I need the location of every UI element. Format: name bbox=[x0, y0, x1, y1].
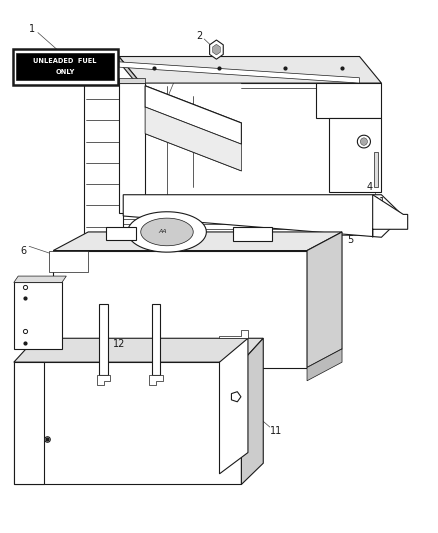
Text: 2: 2 bbox=[35, 453, 41, 463]
Polygon shape bbox=[232, 227, 272, 241]
Text: 11: 11 bbox=[374, 197, 386, 207]
Polygon shape bbox=[219, 338, 247, 474]
Polygon shape bbox=[14, 338, 263, 362]
Text: AA: AA bbox=[158, 229, 166, 235]
Text: 10: 10 bbox=[377, 215, 389, 225]
Polygon shape bbox=[306, 349, 341, 381]
Polygon shape bbox=[145, 86, 241, 144]
Polygon shape bbox=[53, 232, 341, 251]
Polygon shape bbox=[84, 78, 119, 83]
Text: 12: 12 bbox=[113, 339, 125, 349]
Polygon shape bbox=[372, 195, 407, 237]
Polygon shape bbox=[14, 362, 241, 484]
Polygon shape bbox=[99, 304, 108, 375]
Polygon shape bbox=[149, 375, 162, 384]
Text: 1: 1 bbox=[29, 25, 35, 35]
Polygon shape bbox=[209, 40, 223, 59]
Polygon shape bbox=[119, 78, 145, 83]
Polygon shape bbox=[106, 227, 136, 240]
Polygon shape bbox=[357, 135, 370, 148]
Text: 2: 2 bbox=[196, 31, 202, 42]
Polygon shape bbox=[360, 138, 367, 146]
Polygon shape bbox=[328, 118, 381, 192]
Text: 5: 5 bbox=[32, 410, 38, 421]
Polygon shape bbox=[119, 56, 141, 88]
Text: 3: 3 bbox=[149, 120, 155, 131]
Polygon shape bbox=[231, 392, 240, 402]
Polygon shape bbox=[141, 218, 193, 246]
Polygon shape bbox=[151, 304, 160, 375]
Polygon shape bbox=[123, 195, 403, 237]
FancyBboxPatch shape bbox=[12, 49, 118, 85]
Polygon shape bbox=[49, 251, 88, 272]
Polygon shape bbox=[14, 276, 66, 282]
Text: 8: 8 bbox=[77, 252, 83, 261]
Polygon shape bbox=[53, 251, 306, 368]
Polygon shape bbox=[212, 44, 220, 55]
Polygon shape bbox=[119, 62, 359, 83]
Text: 9: 9 bbox=[21, 299, 27, 309]
Polygon shape bbox=[119, 83, 145, 213]
Polygon shape bbox=[119, 56, 381, 83]
Polygon shape bbox=[127, 212, 206, 252]
Polygon shape bbox=[14, 282, 62, 349]
Polygon shape bbox=[97, 375, 110, 384]
Text: UNLEADED  FUEL: UNLEADED FUEL bbox=[33, 58, 97, 64]
Text: 5: 5 bbox=[346, 235, 352, 245]
Text: ONLY: ONLY bbox=[56, 69, 75, 75]
Text: 6: 6 bbox=[21, 246, 27, 255]
Text: 4: 4 bbox=[366, 182, 372, 192]
Polygon shape bbox=[374, 152, 377, 187]
Polygon shape bbox=[219, 330, 247, 338]
FancyBboxPatch shape bbox=[16, 53, 114, 80]
Polygon shape bbox=[241, 338, 263, 484]
Text: 11: 11 bbox=[270, 426, 282, 437]
Polygon shape bbox=[84, 83, 123, 235]
Polygon shape bbox=[306, 232, 341, 368]
Polygon shape bbox=[315, 83, 381, 118]
Polygon shape bbox=[14, 362, 44, 484]
Polygon shape bbox=[145, 107, 241, 171]
